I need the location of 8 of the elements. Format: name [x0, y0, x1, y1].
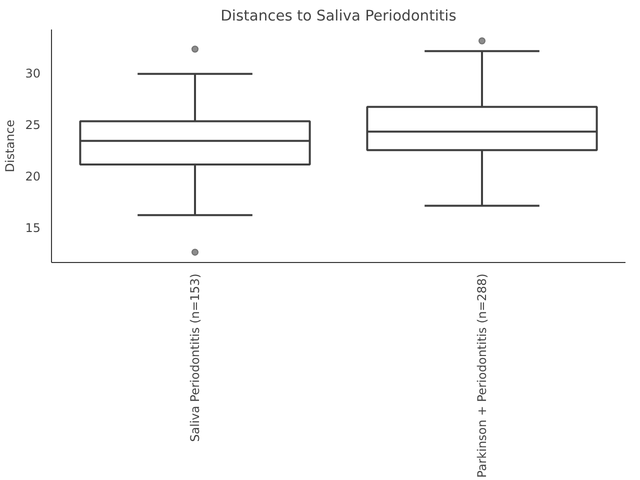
y-tick-label: 15 — [25, 220, 41, 235]
y-tick-label: 20 — [25, 169, 41, 184]
x-tick-label: Saliva Periodontitis (n=153) — [188, 273, 202, 442]
y-tick-label: 30 — [25, 66, 41, 80]
y-axis-title: Distance — [3, 120, 18, 172]
y-tick-label: 25 — [25, 118, 41, 132]
chart-title: Distances to Saliva Periodontitis — [220, 8, 456, 24]
x-tick-label: Parkinson + Periodontitis (n=288) — [475, 273, 489, 478]
